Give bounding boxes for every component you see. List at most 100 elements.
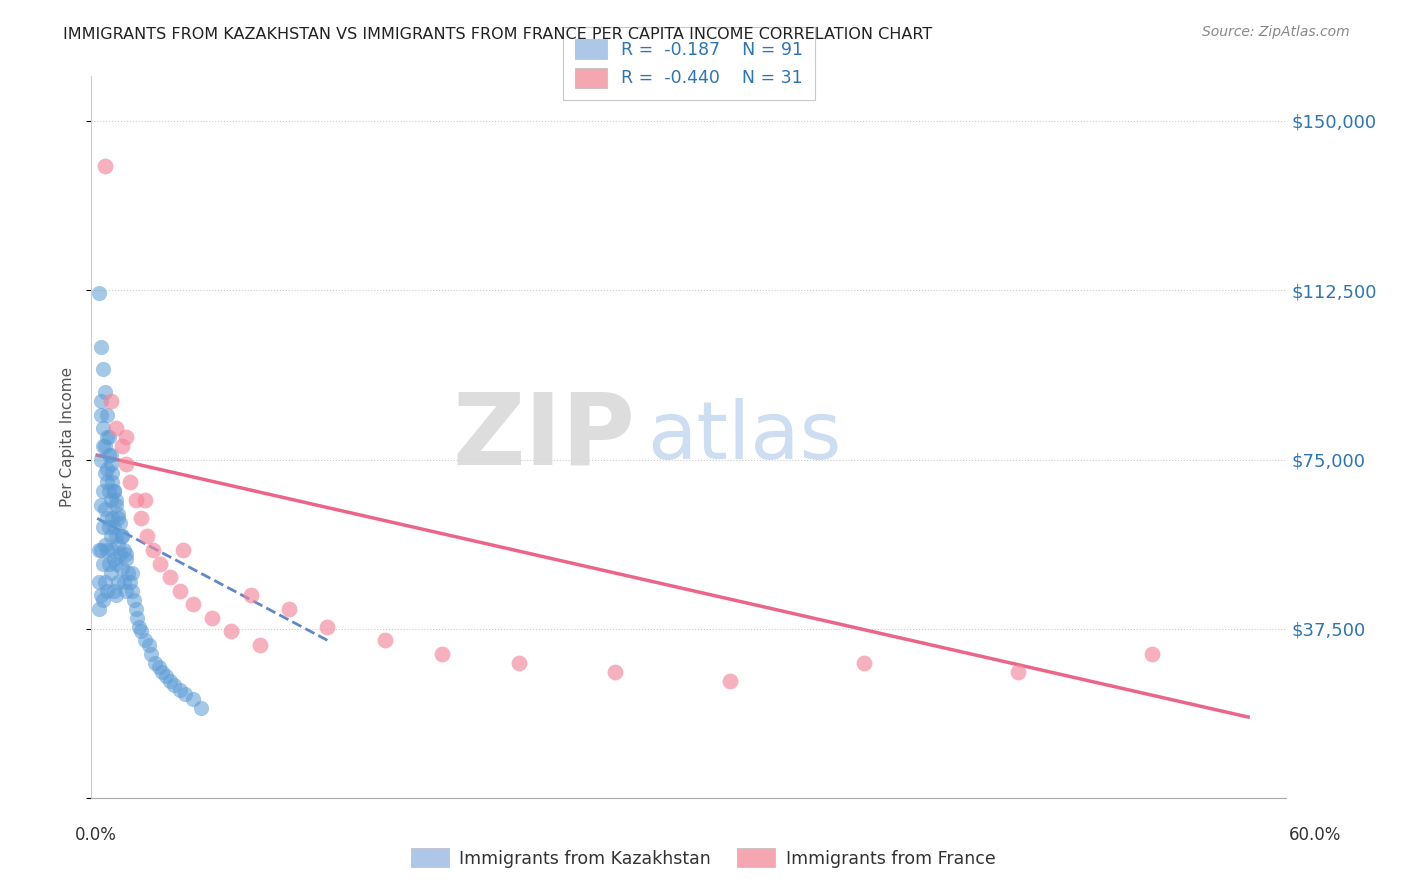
Point (90, 408, 112, 422)
Point (108, 516, 131, 530)
Point (115, 583, 138, 598)
Point (124, 601, 146, 615)
Point (181, 597, 204, 611)
Point (87, 601, 110, 615)
Point (97, 557, 120, 571)
Point (603, 665, 626, 679)
Point (127, 610, 149, 624)
Point (172, 543, 194, 558)
Legend: Immigrants from Kazakhstan, Immigrants from France: Immigrants from Kazakhstan, Immigrants f… (404, 841, 1002, 874)
Point (94, 384, 117, 399)
Point (101, 543, 124, 558)
Point (94, 466, 117, 480)
Point (107, 507, 129, 521)
Point (91, 592, 114, 607)
Point (169, 683, 191, 698)
Point (107, 574, 129, 589)
Point (150, 665, 173, 679)
Point (96, 511, 118, 525)
Point (101, 511, 124, 525)
Point (100, 493, 122, 508)
Point (91, 557, 114, 571)
Point (101, 466, 124, 480)
Point (508, 656, 530, 670)
Point (136, 529, 159, 543)
Point (111, 439, 134, 453)
Point (94, 502, 117, 516)
Point (432, 647, 454, 661)
Point (103, 520, 125, 534)
Point (90, 452, 112, 467)
Point (139, 647, 162, 661)
Point (169, 583, 191, 598)
Point (1140, 647, 1163, 661)
Point (91, 362, 114, 376)
Point (112, 574, 135, 589)
Point (111, 529, 134, 543)
Point (159, 673, 181, 688)
Point (96, 543, 118, 558)
Point (100, 566, 122, 580)
Point (94, 439, 117, 453)
Point (115, 548, 138, 562)
Point (239, 588, 262, 602)
Point (105, 493, 128, 508)
Point (87, 543, 110, 558)
Point (91, 520, 114, 534)
Text: 0.0%: 0.0% (75, 826, 117, 844)
Point (134, 493, 156, 508)
Point (278, 601, 301, 615)
Point (91, 421, 114, 435)
Legend: R =  -0.187    N = 91, R =  -0.440    N = 31: R = -0.187 N = 91, R = -0.440 N = 31 (564, 27, 814, 100)
Point (103, 583, 125, 598)
Point (103, 484, 125, 499)
Point (108, 548, 131, 562)
Point (190, 701, 212, 715)
Point (121, 566, 143, 580)
Point (105, 557, 128, 571)
Point (134, 633, 156, 648)
Point (105, 529, 128, 543)
Point (129, 511, 152, 525)
Point (96, 475, 118, 490)
Point (115, 457, 138, 471)
Point (90, 393, 112, 408)
Point (97, 448, 120, 462)
Point (87, 285, 110, 300)
Point (201, 610, 224, 624)
Point (111, 561, 134, 575)
Point (174, 688, 197, 702)
Point (96, 583, 118, 598)
Point (249, 638, 271, 652)
Point (97, 520, 120, 534)
Point (117, 566, 139, 580)
Point (181, 692, 204, 706)
Point (155, 669, 177, 683)
Point (96, 461, 118, 475)
Text: Source: ZipAtlas.com: Source: ZipAtlas.com (1202, 25, 1350, 39)
Y-axis label: Per Capita Income: Per Capita Income (60, 367, 76, 508)
Point (149, 557, 172, 571)
Point (90, 588, 112, 602)
Point (115, 552, 138, 566)
Point (853, 656, 876, 670)
Point (316, 620, 339, 634)
Point (221, 624, 243, 639)
Point (91, 439, 114, 453)
Text: ZIP: ZIP (453, 389, 636, 485)
Point (97, 484, 120, 499)
Point (96, 430, 118, 444)
Point (94, 538, 117, 552)
Point (115, 430, 138, 444)
Point (718, 673, 741, 688)
Point (142, 543, 165, 558)
Point (94, 574, 117, 589)
Point (124, 493, 146, 508)
Point (90, 498, 112, 512)
Point (143, 656, 166, 670)
Point (90, 543, 112, 558)
Text: 60.0%: 60.0% (1288, 826, 1341, 844)
Point (100, 529, 122, 543)
Text: atlas: atlas (647, 398, 841, 476)
Point (148, 660, 170, 674)
